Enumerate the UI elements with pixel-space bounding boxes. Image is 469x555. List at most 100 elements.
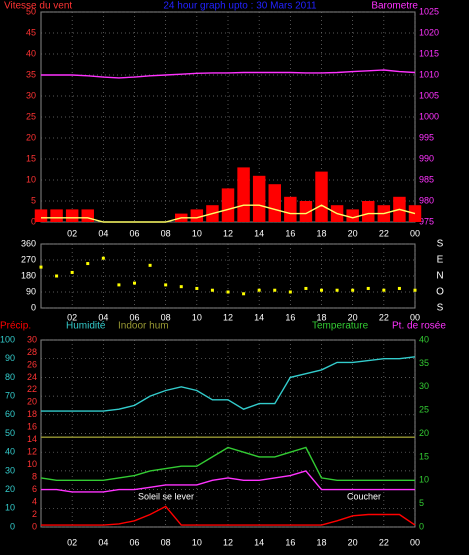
y3-tick-label: 4 — [32, 496, 37, 506]
direction-point — [55, 274, 59, 278]
y-tick-label: 5 — [31, 195, 36, 205]
series-name: Temperature — [312, 321, 369, 332]
x-tick-label: 18 — [316, 537, 326, 547]
y-tick-label: 180 — [21, 270, 36, 280]
y3-tick-label: 16 — [27, 422, 37, 432]
x-tick-label: 02 — [67, 312, 77, 322]
x-tick-label: 08 — [161, 312, 171, 322]
y-tick-label: 90 — [5, 353, 15, 363]
series-name: Humidité — [66, 321, 106, 332]
y2-tick-label: 0 — [419, 521, 424, 531]
direction-label: S — [437, 239, 444, 250]
y2-tick-label: 975 — [419, 216, 434, 226]
y-tick-label: 25 — [26, 111, 36, 121]
y-tick-label: 80 — [5, 372, 15, 382]
x-tick-label: 12 — [223, 228, 233, 238]
x-tick-label: 16 — [285, 312, 295, 322]
series-name: Pt. de rosée — [392, 321, 446, 332]
y2-tick-label: 985 — [419, 174, 434, 184]
y-tick-label: 20 — [26, 132, 36, 142]
y2-tick-label: 995 — [419, 132, 434, 142]
x-tick-label: 10 — [192, 228, 202, 238]
x-tick-label: 00 — [410, 228, 420, 238]
direction-point — [39, 265, 43, 269]
y-tick-label: 30 — [26, 90, 36, 100]
direction-label: S — [437, 303, 444, 314]
series-line — [41, 356, 416, 412]
y-tick-label: 10 — [26, 174, 36, 184]
direction-point — [366, 286, 370, 290]
direction-point — [117, 283, 121, 287]
y-tick-label: 40 — [5, 447, 15, 457]
y-tick-label: 50 — [26, 6, 36, 16]
wind-bar — [34, 209, 48, 222]
wind-bar — [190, 209, 204, 222]
y2-tick-label: 40 — [419, 334, 429, 344]
x-tick-label: 04 — [98, 537, 108, 547]
x-tick-label: 22 — [379, 312, 389, 322]
x-tick-label: 02 — [67, 537, 77, 547]
y-tick-label: 100 — [0, 334, 15, 344]
y2-tick-label: 1005 — [419, 90, 439, 100]
direction-point — [70, 270, 74, 274]
y2-axis-label: Barometre — [371, 1, 418, 12]
direction-point — [413, 288, 417, 292]
y-tick-label: 60 — [5, 409, 15, 419]
x-tick-label: 06 — [129, 537, 139, 547]
direction-point — [257, 288, 261, 292]
x-tick-label: 20 — [348, 312, 358, 322]
direction-point — [335, 288, 339, 292]
x-tick-label: 18 — [316, 312, 326, 322]
direction-point — [288, 290, 292, 294]
y3-tick-label: 28 — [27, 347, 37, 357]
y-tick-label: 360 — [21, 238, 36, 248]
annotation: Coucher — [347, 491, 381, 501]
y2-tick-label: 1015 — [419, 48, 439, 58]
series-line — [41, 204, 416, 223]
y2-tick-label: 1025 — [419, 6, 439, 16]
y3-tick-label: 26 — [27, 359, 37, 369]
y3-tick-label: 20 — [27, 397, 37, 407]
y-tick-label: 270 — [21, 254, 36, 264]
direction-label: N — [436, 271, 443, 282]
y-tick-label: 50 — [5, 428, 15, 438]
direction-label: O — [436, 287, 444, 298]
y-tick-label: 30 — [5, 465, 15, 475]
x-tick-label: 20 — [348, 228, 358, 238]
series-line — [41, 69, 416, 79]
y3-tick-label: 10 — [27, 459, 37, 469]
y-tick-label: 45 — [26, 27, 36, 37]
x-tick-label: 14 — [254, 228, 264, 238]
wind-bar — [346, 209, 359, 222]
x-tick-label: 10 — [192, 312, 202, 322]
y2-tick-label: 1020 — [419, 27, 439, 37]
direction-label: E — [437, 255, 444, 266]
x-tick-label: 20 — [348, 537, 358, 547]
y3-tick-label: 2 — [32, 509, 37, 519]
y-tick-label: 40 — [26, 48, 36, 58]
y2-tick-label: 1000 — [419, 111, 439, 121]
chart-title: 24 hour graph upto : 30 Mars 2011 — [163, 1, 317, 12]
wind-bar — [50, 209, 63, 222]
wind-bar — [252, 175, 266, 222]
x-tick-label: 04 — [98, 312, 108, 322]
y3-tick-label: 6 — [32, 484, 37, 494]
series-name: Indoor hum — [118, 321, 169, 332]
x-tick-label: 10 — [192, 537, 202, 547]
y2-tick-label: 15 — [419, 451, 429, 461]
x-tick-label: 02 — [67, 228, 77, 238]
y2-tick-label: 990 — [419, 153, 434, 163]
direction-point — [382, 288, 386, 292]
y2-tick-label: 10 — [419, 475, 429, 485]
y-tick-label: 10 — [5, 503, 15, 513]
x-tick-label: 00 — [410, 312, 420, 322]
direction-point — [320, 288, 323, 292]
y3-tick-label: 30 — [27, 334, 37, 344]
wind-bar — [237, 167, 250, 222]
y3-tick-label: 0 — [32, 521, 37, 531]
annotation: Soleil se lever — [138, 491, 194, 501]
y-tick-label: 35 — [26, 69, 36, 79]
y-tick-label: 15 — [26, 153, 36, 163]
x-tick-label: 12 — [223, 312, 233, 322]
y3-tick-label: 14 — [27, 434, 37, 444]
